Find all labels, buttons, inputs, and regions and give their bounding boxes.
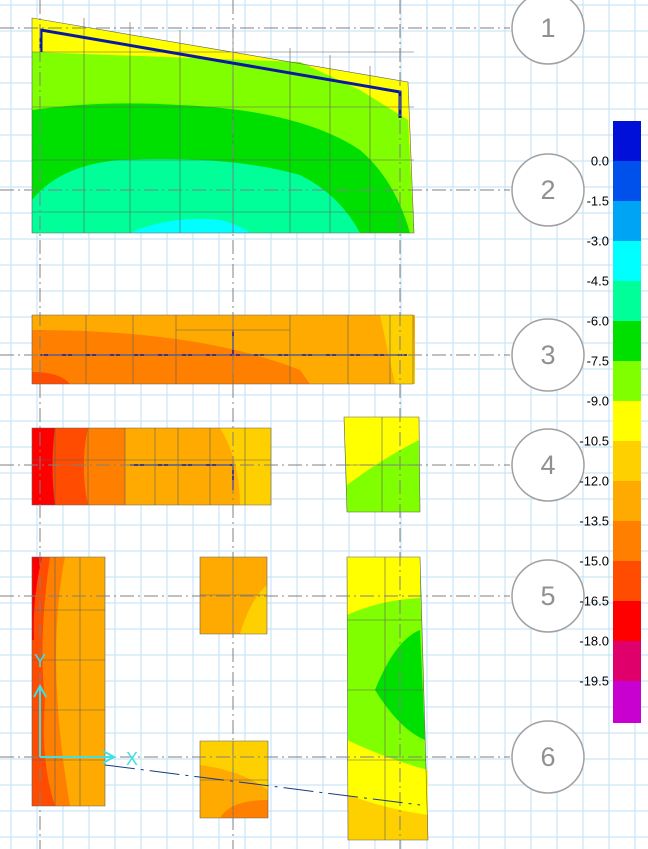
legend-swatch <box>613 161 641 201</box>
legend-swatch <box>613 201 641 241</box>
legend-label: -15.0 <box>579 554 609 569</box>
slab-contour <box>31 314 415 385</box>
legend-label: -7.5 <box>587 354 609 369</box>
legend-swatch <box>613 601 641 641</box>
legend-swatch <box>613 361 641 401</box>
legend-label: -10.5 <box>579 434 609 449</box>
slab-contour <box>346 556 429 841</box>
legend-label: -9.0 <box>587 394 609 409</box>
axis-triad: Y X <box>33 651 138 769</box>
grid-bubble-label: 4 <box>540 450 555 480</box>
grid-bubble-label: 1 <box>540 13 555 43</box>
axis-label: X <box>126 749 138 769</box>
grid-bubble-label: 5 <box>540 581 555 611</box>
axis-label: Y <box>34 651 46 671</box>
legend-label: -1.5 <box>587 194 609 209</box>
legend: 0.0 -1.5 -3.0 -4.5 -6.0 -7.5 -9.0 -10.5 -12.0 -13… <box>579 121 641 723</box>
grid-bubble-label: 2 <box>540 175 555 205</box>
legend-swatch <box>613 481 641 521</box>
legend-swatch <box>613 561 641 601</box>
legend-swatch <box>613 281 641 321</box>
legend-label: -6.0 <box>587 314 609 329</box>
grid-lines <box>0 0 510 849</box>
legend-swatch <box>613 401 641 441</box>
legend-swatch <box>613 241 641 281</box>
slab-contour <box>31 17 415 234</box>
slab-contour <box>199 740 269 819</box>
legend-swatch <box>613 521 641 561</box>
legend-swatch <box>613 641 641 681</box>
grid-bubble <box>511 0 585 65</box>
grid-bubble-label: 6 <box>540 742 555 772</box>
grid-bubble <box>511 559 585 633</box>
grid-bubble <box>511 428 585 502</box>
legend-label: 0.0 <box>591 154 609 169</box>
legend-label: -3.0 <box>587 234 609 249</box>
grid-bubble <box>511 153 585 227</box>
legend-label: -16.5 <box>579 594 609 609</box>
legend-swatch <box>613 121 641 161</box>
legend-swatch <box>613 681 641 723</box>
legend-label: -19.5 <box>579 674 609 689</box>
legend-label: -13.5 <box>579 514 609 529</box>
slab-contour <box>31 556 106 807</box>
legend-label: -12.0 <box>579 474 609 489</box>
grid-bubble <box>511 720 585 794</box>
grid-bubbles: 1 2 3 4 5 6 <box>511 0 585 794</box>
legend-label: -4.5 <box>587 274 609 289</box>
legend-swatch <box>613 321 641 361</box>
legend-label: -18.0 <box>579 634 609 649</box>
grid-bubble <box>511 318 585 392</box>
grid-bubble-label: 3 <box>540 340 555 370</box>
slab-contour <box>31 427 272 506</box>
legend-swatch <box>613 441 641 481</box>
